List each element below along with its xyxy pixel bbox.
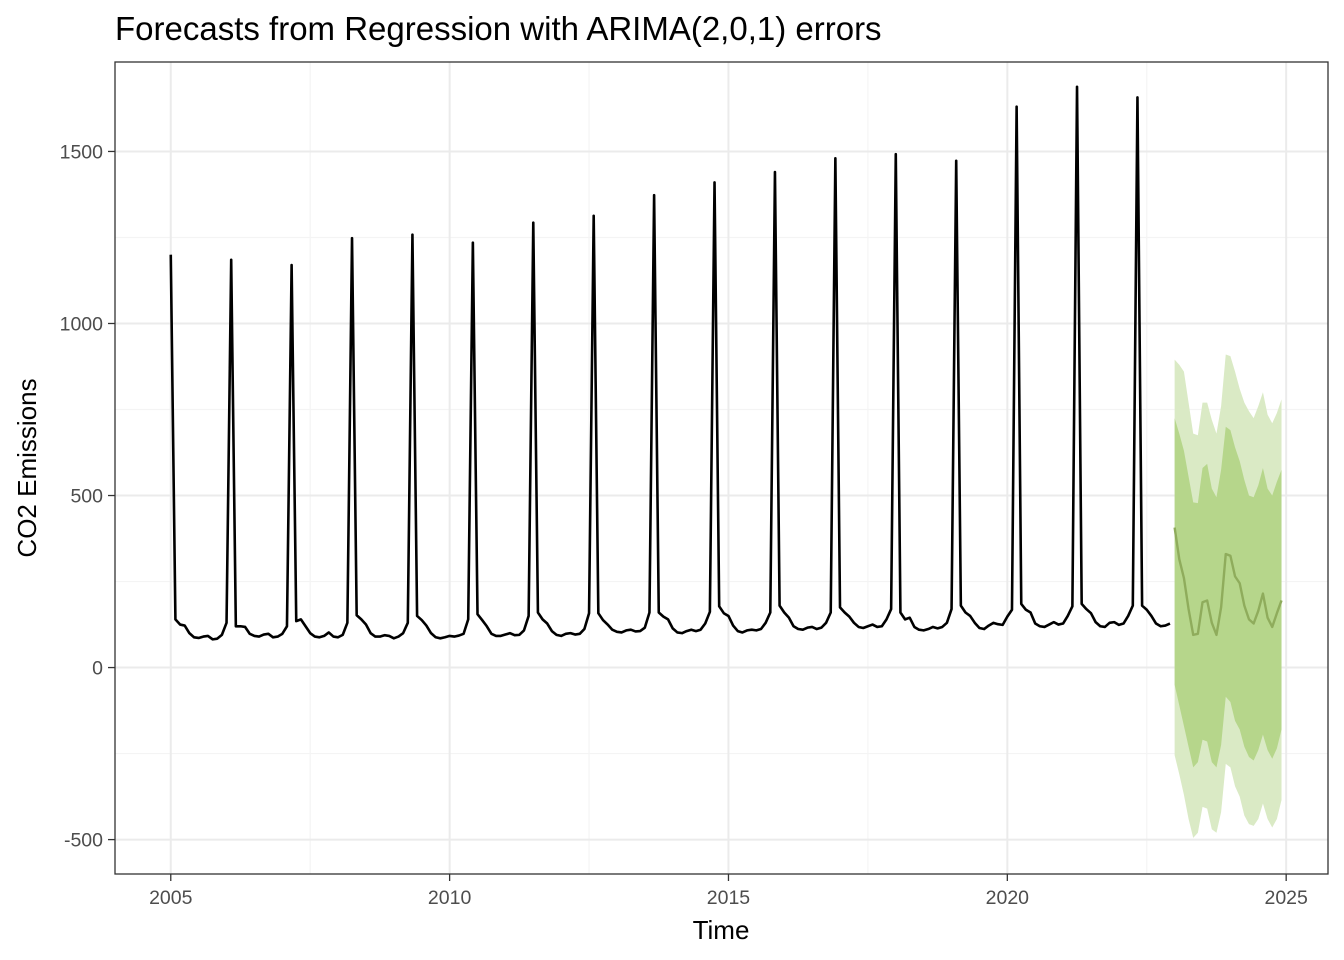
x-tick-label: 2015 [707,887,751,909]
y-axis: -500 0 500 1000 1500 [60,141,115,852]
y-axis-title: CO2 Emissions [12,378,42,557]
x-axis-title: Time [693,915,750,945]
forecast-band-80 [1174,418,1282,768]
y-tick-label: 500 [70,486,103,508]
y-tick-label: -500 [64,830,103,852]
y-tick-label: 0 [92,658,103,680]
chart-title: Forecasts from Regression with ARIMA(2,0… [115,10,882,47]
x-tick-label: 2025 [1264,887,1308,909]
x-tick-label: 2005 [149,887,193,909]
x-tick-label: 2010 [428,887,472,909]
forecast-bands [1174,354,1282,838]
grid-major [115,62,1328,874]
y-tick-label: 1500 [60,141,104,163]
actual-series-line [169,85,1171,641]
x-axis: 2005 2010 2015 2020 2025 [149,874,1308,909]
grid-minor [115,62,1328,874]
x-tick-label: 2020 [986,887,1030,909]
y-tick-label: 1000 [60,313,104,335]
panel-border [114,61,1329,875]
series-lines [169,85,1283,641]
forecast-mean-line [1173,527,1283,637]
